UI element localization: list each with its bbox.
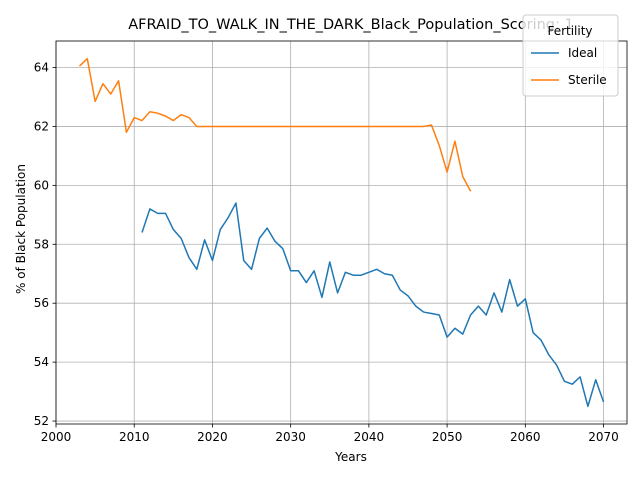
y-tick-label: 64 xyxy=(34,61,49,75)
legend-title: Fertility xyxy=(547,24,592,38)
y-axis-label: % of Black Population xyxy=(14,164,28,294)
x-tick-label: 2050 xyxy=(432,430,463,444)
y-tick-label: 62 xyxy=(34,119,49,133)
legend-label-ideal: Ideal xyxy=(568,46,597,60)
legend-label-sterile: Sterile xyxy=(568,73,607,87)
x-axis-ticks: 2000 2010 2020 2030 2040 2050 2060 2070 xyxy=(41,424,619,444)
series-line-sterile xyxy=(78,57,472,192)
x-axis-label: Years xyxy=(334,450,367,464)
x-tick-label: 2020 xyxy=(197,430,228,444)
y-tick-label: 58 xyxy=(34,237,49,251)
x-tick-label: 2040 xyxy=(354,430,385,444)
series-lines xyxy=(78,57,605,408)
y-tick-label: 52 xyxy=(34,414,49,428)
legend: Fertility Ideal Sterile xyxy=(522,14,619,97)
y-tick-label: 56 xyxy=(34,296,49,310)
x-tick-label: 2030 xyxy=(275,430,306,444)
legend-box xyxy=(522,14,619,97)
y-axis-ticks: 52 54 56 58 60 62 64 xyxy=(34,61,56,428)
x-tick-label: 2000 xyxy=(41,430,72,444)
x-tick-label: 2070 xyxy=(588,430,619,444)
y-tick-label: 54 xyxy=(34,355,49,369)
x-tick-label: 2060 xyxy=(510,430,541,444)
x-tick-label: 2010 xyxy=(119,430,150,444)
plot-area-border xyxy=(55,40,628,425)
axes-frame xyxy=(55,40,628,425)
y-tick-label: 60 xyxy=(34,178,49,192)
chart-title: AFRAID_TO_WALK_IN_THE_DARK_Black_Populat… xyxy=(128,17,573,33)
series-line-ideal xyxy=(141,202,605,408)
